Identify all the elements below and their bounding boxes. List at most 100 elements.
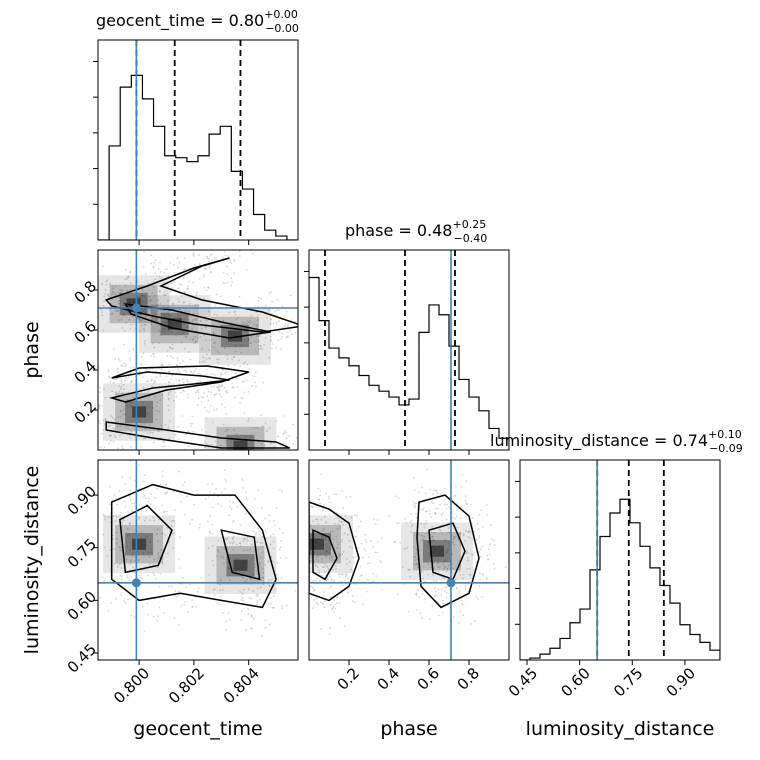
sample-point xyxy=(322,507,325,510)
sample-point xyxy=(187,445,190,448)
sample-point xyxy=(213,393,216,396)
sample-point xyxy=(239,451,241,453)
sample-point xyxy=(123,408,125,411)
sample-point xyxy=(324,600,327,603)
sample-point xyxy=(192,372,195,374)
sample-point xyxy=(324,538,327,541)
sample-point xyxy=(285,557,288,559)
sample-point xyxy=(226,428,229,431)
sample-point xyxy=(150,493,152,496)
sample-point xyxy=(442,599,444,602)
sample-point xyxy=(425,519,427,522)
sample-point xyxy=(504,566,507,569)
sample-point xyxy=(203,286,206,289)
sample-point xyxy=(393,541,396,543)
sample-point xyxy=(163,272,165,274)
sample-point xyxy=(251,252,254,255)
sample-point xyxy=(245,379,248,382)
sample-point xyxy=(160,365,162,367)
sample-point xyxy=(118,319,121,322)
sample-point xyxy=(472,517,474,519)
sample-point xyxy=(471,553,474,556)
sample-point xyxy=(164,445,166,448)
sample-point xyxy=(284,431,287,434)
sample-point xyxy=(467,535,470,538)
sample-point xyxy=(189,370,192,373)
density-cell xyxy=(310,538,324,550)
sample-point xyxy=(372,572,375,575)
sample-point xyxy=(177,368,180,371)
sample-point xyxy=(117,303,120,305)
sample-point xyxy=(478,550,481,553)
sample-point xyxy=(317,560,320,563)
sample-point xyxy=(118,514,121,516)
contour-line xyxy=(309,501,360,602)
sample-point xyxy=(486,513,489,516)
sample-point xyxy=(168,291,171,294)
sample-point xyxy=(454,517,456,520)
sample-point xyxy=(282,415,285,417)
sample-point xyxy=(172,490,175,493)
sample-point xyxy=(349,545,352,548)
sample-point xyxy=(153,355,156,358)
sample-point xyxy=(169,321,172,324)
contour-line xyxy=(312,529,338,581)
sample-point xyxy=(167,404,170,407)
sample-point xyxy=(198,277,201,280)
sample-point xyxy=(170,348,173,350)
sample-point xyxy=(167,398,170,401)
sample-point xyxy=(146,432,149,434)
sample-point xyxy=(487,548,490,551)
sample-point xyxy=(220,395,223,398)
sample-point xyxy=(493,539,496,542)
sample-point xyxy=(138,464,141,467)
sample-point xyxy=(120,409,123,412)
sample-point xyxy=(302,534,304,536)
sample-point xyxy=(141,577,144,580)
sample-point xyxy=(302,581,304,583)
sample-point xyxy=(356,514,358,517)
sample-point xyxy=(201,360,204,363)
sample-point xyxy=(433,546,435,549)
sample-point xyxy=(150,323,153,326)
sample-point xyxy=(442,553,445,555)
sample-point xyxy=(242,479,244,482)
sample-point xyxy=(300,529,302,531)
sample-point xyxy=(427,563,430,565)
sample-point xyxy=(245,322,248,325)
sample-point xyxy=(153,353,155,355)
sample-point xyxy=(262,551,265,553)
sample-point xyxy=(197,391,200,394)
sample-point xyxy=(129,489,132,492)
sample-point xyxy=(147,497,150,500)
sample-point xyxy=(116,309,119,312)
sample-point xyxy=(177,287,180,290)
sample-point xyxy=(323,563,326,565)
sample-point xyxy=(203,392,205,395)
sample-point xyxy=(443,576,445,579)
sample-point xyxy=(195,319,197,321)
sample-point xyxy=(147,500,150,503)
sample-point xyxy=(102,388,105,390)
sample-point xyxy=(174,594,177,597)
sample-point xyxy=(311,505,314,508)
sample-point xyxy=(109,380,112,383)
sample-point xyxy=(124,413,126,416)
sample-point xyxy=(438,528,441,531)
sample-point xyxy=(183,257,186,259)
sample-point xyxy=(470,590,472,593)
sample-point xyxy=(338,617,341,620)
sample-point xyxy=(234,372,237,375)
sample-point xyxy=(415,592,418,595)
sample-point xyxy=(261,425,264,428)
sample-point xyxy=(173,532,176,535)
sample-point xyxy=(376,519,379,521)
sample-point xyxy=(351,600,354,602)
sample-point xyxy=(239,542,242,545)
sample-point xyxy=(345,562,348,565)
sample-point xyxy=(375,575,378,577)
sample-point xyxy=(255,570,258,572)
sample-point xyxy=(102,329,105,332)
sample-point xyxy=(243,538,245,541)
sample-point xyxy=(154,294,157,297)
